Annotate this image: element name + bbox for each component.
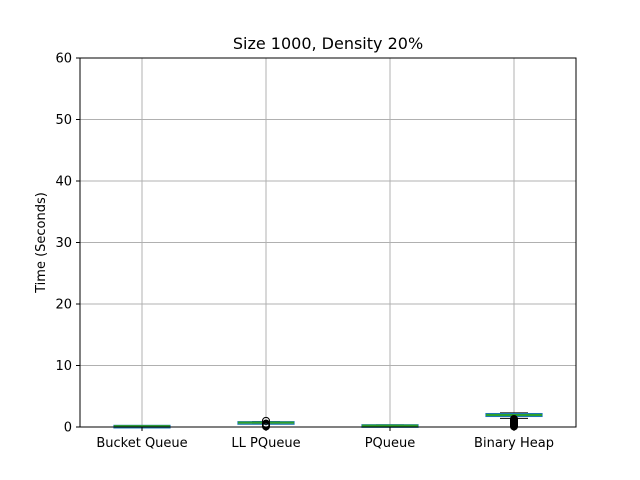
- x-tick-label: Binary Heap: [474, 436, 554, 451]
- y-tick-label: 10: [55, 359, 72, 374]
- y-tick-label: 50: [55, 113, 72, 128]
- outlier-point: [510, 415, 518, 424]
- x-tick-label: LL PQueue: [231, 436, 300, 451]
- outlier-point: [262, 416, 270, 425]
- y-tick-label: 40: [55, 175, 72, 190]
- x-axis-ticks: Bucket Queue LL PQueue PQueue Binary Heap: [96, 427, 554, 451]
- grid-lines: [80, 57, 576, 428]
- y-tick-label: 0: [64, 421, 72, 436]
- x-tick-label: PQueue: [365, 436, 416, 451]
- y-tick-label: 30: [55, 236, 72, 251]
- y-tick-label: 20: [55, 298, 72, 313]
- x-tick-label: Bucket Queue: [96, 436, 187, 451]
- chart-title: Size 1000, Density 20%: [233, 34, 423, 53]
- y-axis-label: Time (Seconds): [34, 192, 49, 294]
- y-tick-label: 60: [55, 52, 72, 67]
- y-axis-ticks: 0 10 20 30 40 50 60: [55, 52, 80, 436]
